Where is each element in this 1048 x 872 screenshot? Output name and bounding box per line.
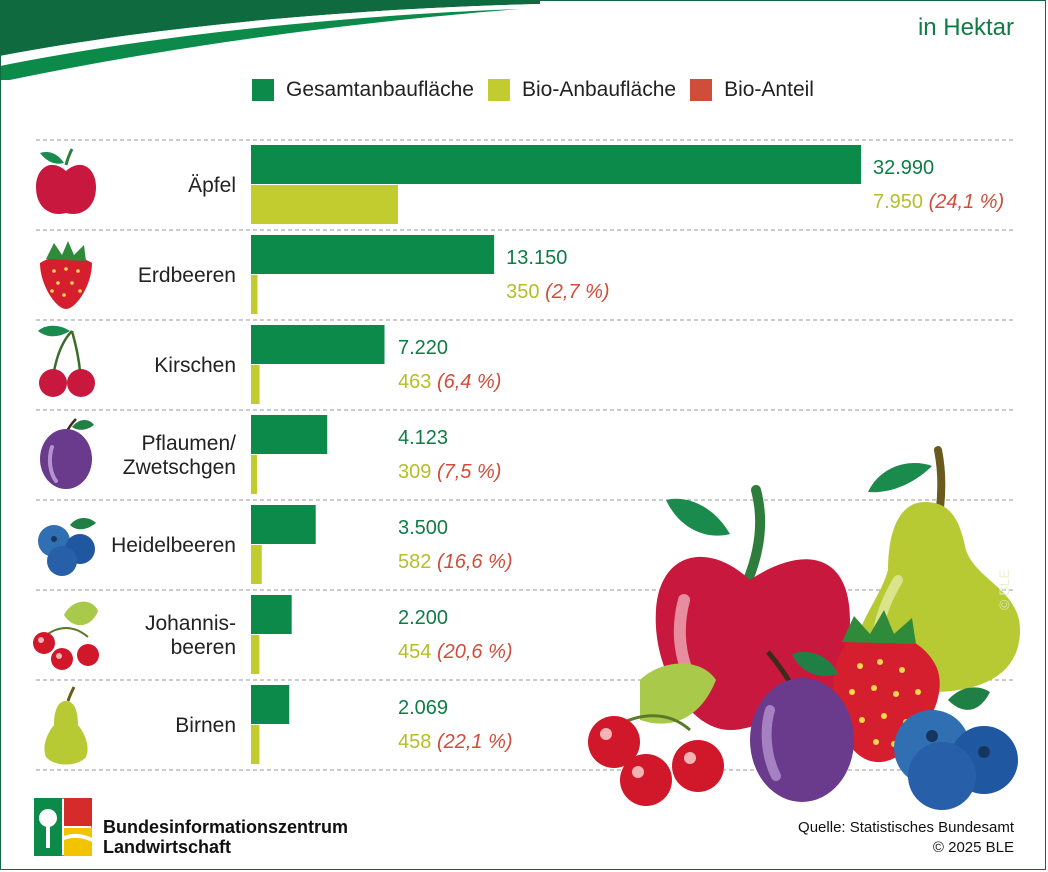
legend-item-bio: Bio-Anbaufläche xyxy=(487,78,677,102)
bar-bio-5 xyxy=(251,635,260,674)
bar-bio-0 xyxy=(251,185,398,224)
organization-line2: Landwirtschaft xyxy=(103,837,232,857)
organization-name: Bundesinformationszentrum Landwirtschaft xyxy=(103,817,348,857)
legend-item-total: Gesamtanbaufläche xyxy=(252,78,474,102)
bar-total-2 xyxy=(251,325,385,364)
category-label-0: Äpfel xyxy=(188,174,236,197)
bar-bio-3 xyxy=(251,455,257,494)
legend-label-share: Bio-Anteil xyxy=(724,78,814,101)
value-bio-4: 582 (16,6 %) xyxy=(398,551,513,573)
legend: Gesamtanbaufläche Bio-Anbaufläche Bio-An… xyxy=(252,78,818,102)
value-bio-2: 463 (6,4 %) xyxy=(398,371,501,393)
category-label-1: Erdbeeren xyxy=(138,264,236,287)
header-swoosh xyxy=(0,0,540,80)
big-plum-icon xyxy=(750,650,854,802)
value-bio-1: 350 (2,7 %) xyxy=(506,281,609,303)
bar-bio-1 xyxy=(251,275,258,314)
big-blueberries-icon xyxy=(894,687,1018,810)
legend-label-total: Gesamtanbaufläche xyxy=(286,78,474,101)
legend-swatch-bio xyxy=(487,79,510,101)
category-label-4: Heidelbeeren xyxy=(111,534,236,557)
value-total-6: 2.069 xyxy=(398,697,448,719)
value-total-1: 13.150 xyxy=(506,247,567,269)
strawberry-icon xyxy=(40,241,92,309)
value-bio-0: 7.950 (24,1 %) xyxy=(873,191,1004,213)
source-text: Quelle: Statistisches Bundesamt xyxy=(798,819,1014,836)
pear-icon xyxy=(44,686,88,765)
value-total-5: 2.200 xyxy=(398,607,448,629)
big-redcurrants-icon xyxy=(588,663,724,806)
category-label-3: Pflaumen/Zwetschgen xyxy=(123,432,236,479)
bar-chart: Äpfel 32.990 7.950 (24,1 %) Erdbeeren 13.150… xyxy=(33,139,1014,771)
plum-icon xyxy=(40,418,94,489)
bar-bio-2 xyxy=(251,365,260,404)
category-label-5: Johannis-beeren xyxy=(145,612,236,659)
bar-total-5 xyxy=(251,595,292,634)
apple-icon xyxy=(36,148,96,214)
value-total-3: 4.123 xyxy=(398,427,448,449)
value-bio-3: 309 (7,5 %) xyxy=(398,461,501,483)
illustration-copyright: © BLE xyxy=(996,569,1012,610)
blueberry-icon xyxy=(38,518,96,576)
value-total-0: 32.990 xyxy=(873,157,934,179)
cherry-icon xyxy=(38,325,95,397)
bar-total-4 xyxy=(251,505,316,544)
bar-total-6 xyxy=(251,685,290,724)
value-total-2: 7.220 xyxy=(398,337,448,359)
legend-swatch-share xyxy=(690,79,713,101)
copyright-text: © 2025 BLE xyxy=(932,839,1014,856)
value-bio-6: 458 (22,1 %) xyxy=(398,731,513,753)
bar-bio-6 xyxy=(251,725,260,764)
legend-label-bio: Bio-Anbaufläche xyxy=(521,78,677,101)
value-total-4: 3.500 xyxy=(398,517,448,539)
source-note: Quelle: Statistisches Bundesamt © 2025 B… xyxy=(798,818,1014,858)
legend-item-share: Bio-Anteil xyxy=(690,78,814,102)
ble-logo-icon xyxy=(34,798,92,856)
organization-line1: Bundesinformationszentrum xyxy=(103,817,349,837)
category-label-6: Birnen xyxy=(175,714,236,737)
bar-total-0 xyxy=(251,145,861,184)
value-bio-5: 454 (20,6 %) xyxy=(398,641,513,663)
fruit-illustration xyxy=(588,446,1020,810)
bar-bio-4 xyxy=(251,545,262,584)
category-label-2: Kirschen xyxy=(154,354,236,377)
bar-total-1 xyxy=(251,235,495,274)
legend-swatch-total xyxy=(252,79,274,101)
redcurrant-icon xyxy=(33,601,99,670)
unit-label: in Hektar xyxy=(917,14,1014,41)
bar-total-3 xyxy=(251,415,328,454)
